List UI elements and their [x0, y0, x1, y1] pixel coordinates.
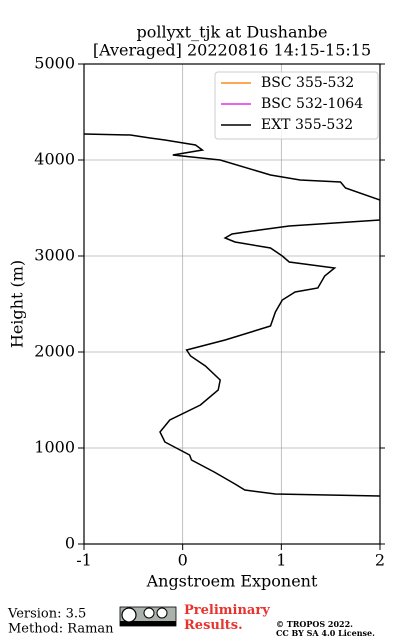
legend: BSC 355-532 BSC 532-1064 EXT 355-532	[214, 71, 379, 140]
status-text: Results.	[184, 618, 243, 633]
legend-label: EXT 355-532	[261, 117, 353, 133]
y-tick-label: 0	[65, 534, 75, 553]
legend-box	[214, 71, 379, 140]
y-tick-label: 5000	[34, 54, 75, 73]
cc-logo	[119, 606, 177, 627]
x-tick-label: 1	[276, 551, 286, 570]
x-axis-label: Angstroem Exponent	[146, 572, 318, 591]
method: Method: Raman	[8, 622, 114, 637]
plot-lines	[84, 133, 380, 497]
y-axis-label: Height (m)	[8, 260, 27, 348]
plot-frame	[83, 63, 381, 545]
legend-label: BSC 355-532	[261, 75, 354, 91]
x-tick-label: 2	[375, 551, 385, 570]
y-tick-label: 2000	[34, 342, 75, 361]
license: CC BY SA 4.0 License.	[276, 628, 375, 638]
chart-title: pollyxt_tjk at Dushanbe	[136, 23, 327, 42]
chart-subtitle: [Averaged] 20220816 14:15-15:15	[93, 41, 371, 60]
x-tick-label: 0	[178, 551, 188, 570]
x-tick-label: -1	[76, 551, 92, 570]
version: Version: 3.5	[7, 607, 86, 622]
copyright: © TROPOS 2022.	[276, 619, 353, 629]
y-tick-label: 4000	[34, 150, 75, 169]
legend-label: BSC 532-1064	[261, 96, 363, 112]
data-line	[84, 133, 380, 497]
y-tick-label: 1000	[34, 438, 75, 457]
status: Preliminary Results.	[184, 603, 270, 633]
y-tick-label: 3000	[34, 246, 75, 265]
status-text: Preliminary	[184, 603, 270, 618]
